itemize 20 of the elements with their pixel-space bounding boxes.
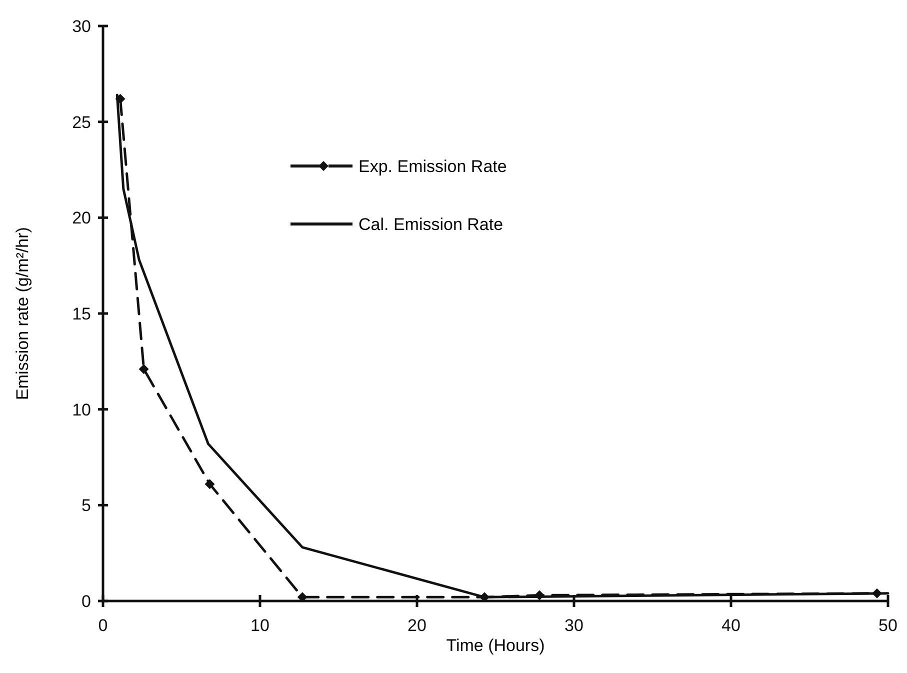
x-axis-title: Time (Hours) bbox=[446, 636, 545, 655]
x-tick-label: 30 bbox=[564, 616, 584, 635]
point bbox=[204, 479, 215, 490]
legend-label: Cal. Emission Rate bbox=[358, 214, 504, 234]
point bbox=[138, 364, 149, 374]
x-tick-label: 0 bbox=[98, 616, 108, 635]
legend-label: Exp. Emission Rate bbox=[358, 156, 507, 176]
y-tick-label: 15 bbox=[72, 304, 91, 324]
y-tick-label: 20 bbox=[72, 208, 91, 228]
point bbox=[297, 592, 308, 602]
x-tick-label: 50 bbox=[878, 616, 898, 635]
y-tick-label: 25 bbox=[72, 112, 91, 132]
y-tick-label: 30 bbox=[72, 16, 91, 36]
y-axis-title: Emission rate (g/m²/hr) bbox=[13, 227, 32, 400]
y-tick-label: 5 bbox=[82, 496, 91, 516]
x-tick-label: 10 bbox=[250, 616, 270, 635]
x-tick-label: 40 bbox=[722, 616, 740, 635]
y-tick-label: 10 bbox=[72, 400, 91, 420]
x-tick-label: 20 bbox=[408, 616, 426, 635]
y-tick-label: 0 bbox=[82, 592, 91, 611]
